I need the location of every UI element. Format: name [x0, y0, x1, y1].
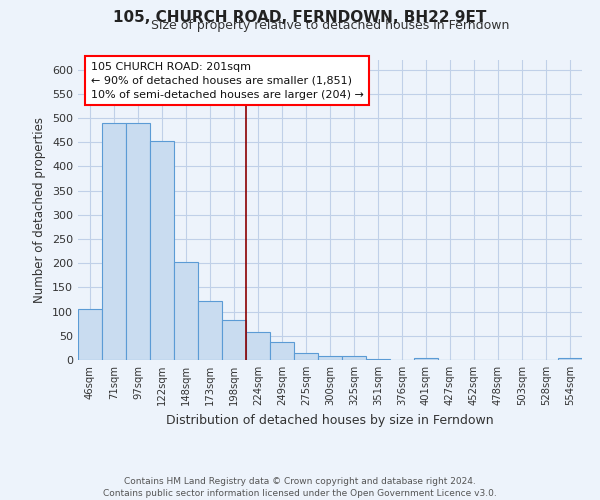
Text: 105, CHURCH ROAD, FERNDOWN, BH22 9ET: 105, CHURCH ROAD, FERNDOWN, BH22 9ET: [113, 10, 487, 25]
Bar: [246, 332, 270, 360]
Bar: [222, 320, 246, 360]
Bar: [294, 352, 318, 360]
Bar: [270, 342, 294, 360]
Bar: [174, 262, 198, 360]
Bar: [414, 358, 438, 360]
Text: Contains HM Land Registry data © Crown copyright and database right 2024.
Contai: Contains HM Land Registry data © Crown c…: [103, 476, 497, 498]
Text: 105 CHURCH ROAD: 201sqm
← 90% of detached houses are smaller (1,851)
10% of semi: 105 CHURCH ROAD: 201sqm ← 90% of detache…: [91, 62, 364, 100]
Title: Size of property relative to detached houses in Ferndown: Size of property relative to detached ho…: [151, 20, 509, 32]
Bar: [366, 358, 390, 360]
Bar: [198, 301, 222, 360]
Bar: [342, 356, 366, 360]
Bar: [558, 358, 582, 360]
Bar: [126, 123, 150, 360]
Bar: [78, 309, 102, 360]
Bar: [102, 123, 126, 360]
X-axis label: Distribution of detached houses by size in Ferndown: Distribution of detached houses by size …: [166, 414, 494, 426]
Y-axis label: Number of detached properties: Number of detached properties: [34, 117, 46, 303]
Bar: [318, 356, 342, 360]
Bar: [150, 142, 174, 360]
